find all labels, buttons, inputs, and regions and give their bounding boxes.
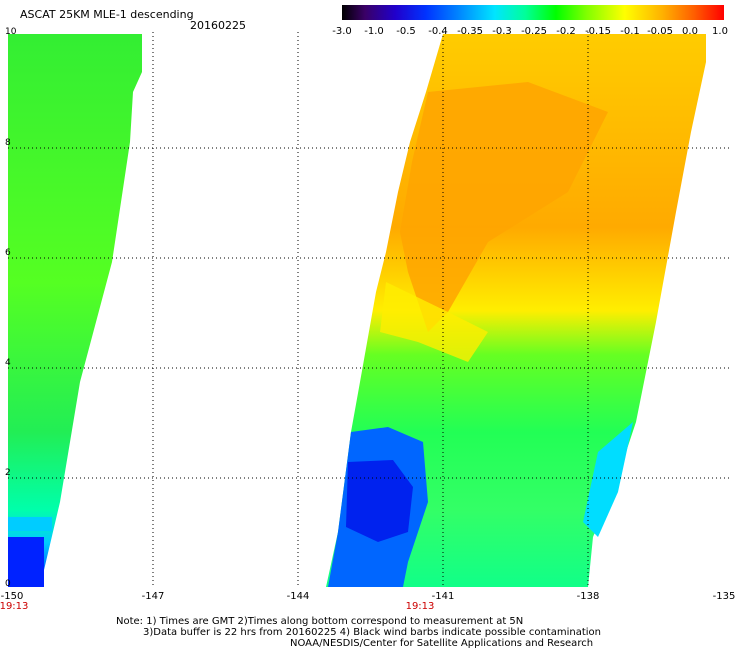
swath-left-cyan-band <box>8 517 52 531</box>
swath-right-yellow-rim <box>380 282 488 362</box>
swath-right-darkblue-core <box>346 460 413 542</box>
y-tick-label: 8 <box>5 138 11 148</box>
colorbar-tick: -0.5 <box>396 26 416 37</box>
map-date: 20160225 <box>190 19 246 32</box>
note-line-3: NOAA/NESDIS/Center for Satellite Applica… <box>290 638 594 649</box>
colorbar-tick: -0.15 <box>585 26 611 37</box>
time-label-center: 19:13 <box>405 601 435 612</box>
y-tick-label: 10 <box>5 27 17 37</box>
swath-left <box>8 34 142 587</box>
x-tick-label: -135 <box>712 591 736 602</box>
x-tick-label: -141 <box>431 591 455 602</box>
colorbar-tick: -1.0 <box>364 26 384 37</box>
colorbar-tick: -3.0 <box>332 26 352 37</box>
colorbar-tick: 1.0 <box>712 26 728 37</box>
x-tick-label: -147 <box>141 591 165 602</box>
colorbar-tick: -0.35 <box>457 26 483 37</box>
y-tick-label: 0 <box>5 579 11 589</box>
x-tick-label: -138 <box>576 591 600 602</box>
x-tick-label: -150 <box>0 591 24 602</box>
y-tick-label: 4 <box>5 358 11 368</box>
wind-swath-map <box>8 32 732 587</box>
colorbar-tick: -0.4 <box>428 26 448 37</box>
grid-lines <box>8 32 732 587</box>
colorbar-tick: -0.2 <box>556 26 576 37</box>
colorbar-tick: -0.3 <box>492 26 512 37</box>
colorbar-tick: -0.25 <box>521 26 547 37</box>
colorbar-tick: -0.05 <box>647 26 673 37</box>
map-title: ASCAT 25KM MLE-1 descending <box>20 8 194 21</box>
note-line-1: Note: 1) Times are GMT 2)Times along bot… <box>116 616 524 627</box>
note-line-2: 3)Data buffer is 22 hrs from 20160225 4)… <box>143 627 601 638</box>
colorbar-tick: 0.0 <box>682 26 698 37</box>
color-scale-bar <box>342 5 724 20</box>
swath-right-cyan-edge <box>583 422 633 537</box>
y-tick-label: 2 <box>5 468 11 478</box>
swath-left-blue-patch <box>8 537 44 587</box>
x-tick-label: -144 <box>286 591 310 602</box>
swath-right-orange-core <box>400 82 608 332</box>
time-label-left: 19:13 <box>0 601 29 612</box>
y-tick-label: 6 <box>5 248 11 258</box>
colorbar-tick: -0.1 <box>620 26 640 37</box>
